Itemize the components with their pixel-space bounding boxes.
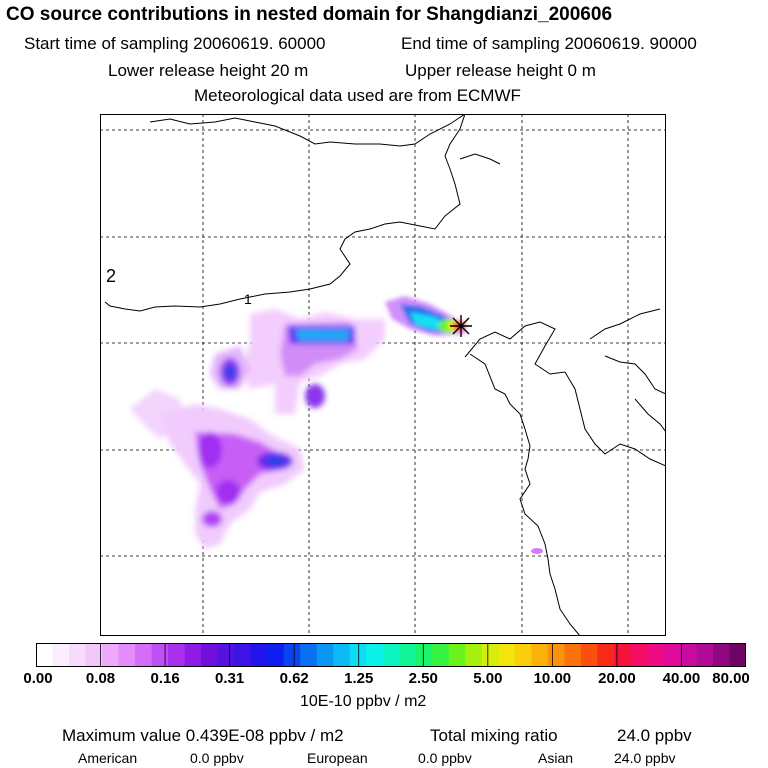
receptor-star-icon	[450, 315, 472, 337]
colorbar-unit: 10E-10 ppbv / m2	[300, 693, 427, 710]
colorbar-swatch	[36, 643, 54, 667]
colorbar-swatch	[69, 643, 87, 667]
lower-release-height: Lower release height 20 m	[108, 61, 309, 80]
european-value: 0.0 ppbv	[418, 750, 472, 766]
colorbar-swatch	[234, 643, 252, 667]
colorbar-swatch	[465, 643, 483, 667]
asian-value: 24.0 ppbv	[614, 750, 676, 766]
colorbar-swatch	[547, 643, 565, 667]
colorbar-swatch	[283, 643, 301, 667]
colorbar-swatch	[366, 643, 384, 667]
asian-label: Asian	[538, 750, 574, 766]
colorbar-swatch	[333, 643, 351, 667]
colorbar-swatch	[514, 643, 532, 667]
colorbar-swatch	[267, 643, 285, 667]
contour-label-1: 1	[244, 291, 252, 307]
american-label: American	[78, 750, 138, 766]
colorbar-swatch	[663, 643, 681, 667]
colorbar-tick-label: 40.00	[662, 670, 701, 687]
plume-central	[240, 309, 385, 414]
grid-lines	[100, 114, 666, 636]
colorbar-swatch	[151, 643, 169, 667]
upper-release-height: Upper release height 0 m	[405, 61, 596, 80]
end-time: End time of sampling 20060619. 90000	[401, 34, 697, 53]
colorbar-swatch	[580, 643, 598, 667]
colorbar-tick-label: 10.00	[533, 670, 572, 687]
european-label: European	[307, 750, 368, 766]
colorbar-tick-label: 5.00	[473, 670, 503, 687]
max-value: Maximum value 0.439E-08 ppbv / m2	[62, 726, 344, 745]
colorbar-tick-label: 0.00	[23, 670, 53, 687]
colorbar-swatch	[597, 643, 615, 667]
colorbar-swatch	[646, 643, 665, 667]
met-data-note: Meteorological data used are from ECMWF	[194, 86, 521, 105]
plume-main-source	[385, 296, 465, 336]
colorbar-frame	[36, 643, 746, 667]
colorbar-swatch	[696, 643, 714, 667]
colorbar-swatch	[85, 643, 103, 667]
coastlines	[104, 114, 666, 636]
colorbar-swatch	[217, 643, 235, 667]
colorbar-swatch	[729, 643, 746, 667]
colorbar-swatch	[52, 643, 70, 667]
colorbar-tick-label: 1.25	[344, 670, 374, 687]
colorbar-swatch	[250, 643, 268, 667]
colorbar-tick-label: 0.31	[215, 670, 245, 687]
colorbar-swatch	[679, 643, 698, 667]
colorbar-tick-label: 0.08	[85, 670, 116, 687]
colorbar-swatch	[531, 643, 549, 667]
colorbar-swatch	[481, 643, 499, 667]
colorbar-swatch	[102, 643, 120, 667]
plume-southwest	[160, 404, 305, 549]
colorbar-swatch	[712, 643, 731, 667]
colorbar-swatch	[415, 643, 433, 667]
colorbar-swatch	[184, 643, 202, 667]
colorbar-swatch	[382, 643, 400, 667]
colorbar-swatch	[498, 643, 516, 667]
colorbar-swatch	[432, 643, 450, 667]
colorbar-swatch	[564, 643, 582, 667]
colorbar	[36, 643, 746, 667]
contour-label-2: 2	[106, 266, 116, 286]
plume-southeast-spot	[531, 548, 543, 554]
colorbar-swatch	[118, 643, 136, 667]
start-time: Start time of sampling 20060619. 60000	[24, 34, 326, 53]
colorbar-swatch	[630, 643, 648, 667]
colorbar-swatch	[201, 643, 219, 667]
map-title: CO source contributions in nested domain…	[6, 4, 613, 25]
colorbar-swatch	[349, 643, 367, 667]
colorbar-tick-label: 20.00	[598, 670, 636, 687]
colorbar-swatch	[135, 643, 153, 667]
colorbar-swatch	[316, 643, 334, 667]
plume-field	[130, 296, 543, 554]
colorbar-swatch	[399, 643, 417, 667]
colorbar-swatch	[448, 643, 466, 667]
colorbar-tick-label: 0.16	[150, 670, 180, 687]
colorbar-tick-label: 0.62	[279, 670, 309, 687]
map-frame: 2 1	[100, 114, 666, 636]
american-value: 0.0 ppbv	[190, 750, 244, 766]
colorbar-swatch	[168, 643, 186, 667]
colorbar-tick-label: 80.00	[712, 670, 750, 687]
colorbar-swatch	[613, 643, 632, 667]
total-mixing-ratio-value: 24.0 ppbv	[617, 726, 692, 745]
total-mixing-ratio-label: Total mixing ratio	[430, 726, 558, 745]
colorbar-swatch	[300, 643, 318, 667]
colorbar-tick-label: 2.50	[408, 670, 438, 687]
